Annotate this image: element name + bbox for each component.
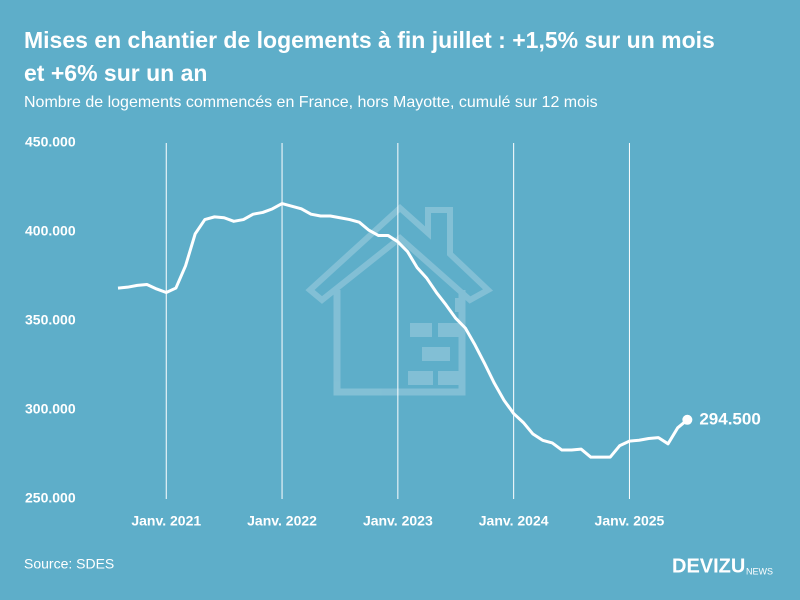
value-label: 294.500 [699, 409, 760, 428]
y-tick-label: 300.000 [25, 401, 76, 417]
logo: DEVIZU [672, 555, 745, 577]
x-tick-label: Janv. 2022 [247, 513, 317, 529]
source: Source: SDES [24, 556, 114, 572]
y-tick-label: 400.000 [25, 223, 76, 239]
line [117, 202, 689, 459]
end-point [682, 414, 693, 425]
chart-subtitle: Nombre de logements commencés en France,… [24, 94, 598, 111]
x-tick-label: Janv. 2021 [131, 513, 201, 529]
x-tick-label: Janv. 2024 [479, 513, 549, 529]
logo-suffix: NEWS [746, 566, 773, 576]
y-tick-label: 350.000 [25, 312, 76, 328]
x-tick-label: Janv. 2025 [595, 513, 665, 529]
house-icon [305, 203, 494, 396]
y-tick-label: 250.000 [25, 490, 76, 506]
x-tick-label: Janv. 2023 [363, 513, 433, 529]
chart-title: et +6% sur un an [24, 60, 207, 86]
y-tick-label: 450.000 [25, 134, 76, 150]
chart-title: Mises en chantier de logements à fin jui… [24, 27, 715, 53]
